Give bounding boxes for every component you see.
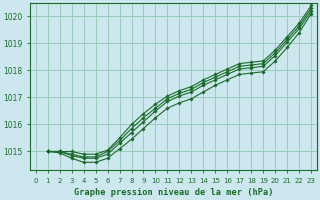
- X-axis label: Graphe pression niveau de la mer (hPa): Graphe pression niveau de la mer (hPa): [74, 188, 273, 197]
